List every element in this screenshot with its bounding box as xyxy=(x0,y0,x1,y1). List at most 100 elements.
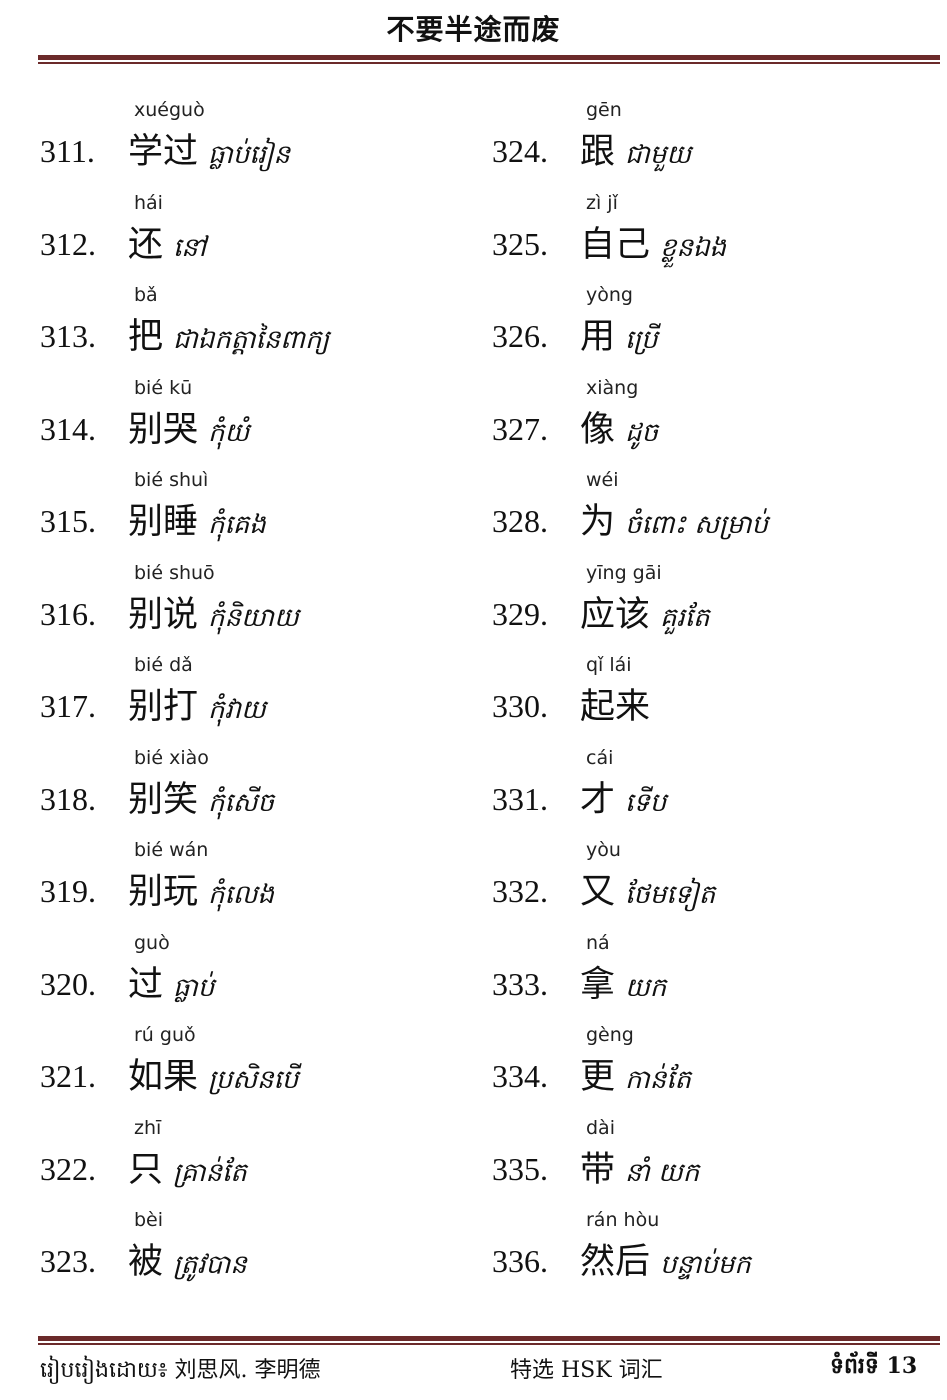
entry-chinese: 过 xyxy=(128,964,164,1005)
entry-word: 应该 គួរតែ xyxy=(580,586,710,639)
entry-number: 333. xyxy=(492,965,548,1002)
vocab-entry: 318. bié xiào 别笑 កុំសើច xyxy=(40,743,460,833)
entry-khmer: កុំលេង xyxy=(208,880,275,910)
vocab-entry: 330. qǐ lái 起来 xyxy=(492,650,912,740)
entry-pinyin: cái xyxy=(586,746,614,769)
entry-khmer: ធ្លាប់ xyxy=(173,972,215,1003)
entry-pinyin: rán hòu xyxy=(586,1209,660,1231)
entry-word: 起来 xyxy=(580,678,660,729)
entry-pinyin: bèi xyxy=(134,1209,164,1231)
entry-word: 被 ត្រូវបាន xyxy=(128,1233,247,1286)
entry-chinese: 还 xyxy=(128,224,164,265)
entry-khmer: កុំវាយ xyxy=(208,695,266,725)
entry-number: 329. xyxy=(492,595,548,632)
entry-pinyin: gēn xyxy=(586,99,622,121)
entry-word: 跟 ជាមួយ xyxy=(580,123,691,176)
entry-chinese: 像 xyxy=(580,409,616,450)
entry-pinyin: bié kū xyxy=(134,376,193,399)
entry-khmer: ចំពោះ សម្រាប់ xyxy=(625,510,768,540)
entry-word: 自己 ខ្លួនឯង xyxy=(580,216,726,269)
entry-pinyin: ná xyxy=(586,931,610,954)
vocab-entry: 325. zì jǐ 自己 ខ្លួនឯង xyxy=(492,188,912,278)
entry-number: 336. xyxy=(492,1243,548,1279)
entry-pinyin: yòu xyxy=(586,839,621,861)
entry-khmer: កុំនិយាយ xyxy=(208,602,299,633)
entry-number: 317. xyxy=(40,688,96,724)
entry-pinyin: qǐ lái xyxy=(586,654,632,676)
entry-chinese: 跟 xyxy=(580,132,616,172)
entry-chinese: 更 xyxy=(580,1057,616,1097)
entry-number: 312. xyxy=(40,225,96,262)
entry-pinyin: bié dǎ xyxy=(134,654,193,676)
entry-chinese: 为 xyxy=(580,502,616,542)
entry-chinese: 带 xyxy=(580,1149,616,1190)
entry-khmer: គួរតែ xyxy=(660,602,710,633)
entry-khmer: នៅ xyxy=(173,232,207,263)
entry-number: 311. xyxy=(40,133,95,169)
entry-number: 332. xyxy=(492,873,548,909)
vocab-entry: 324. gēn 跟 ជាមួយ xyxy=(492,95,912,185)
entry-number: 319. xyxy=(40,873,96,909)
entry-number: 313. xyxy=(40,318,96,354)
entry-chinese: 应该 xyxy=(580,594,651,635)
entry-word: 别笑 កុំសើច xyxy=(128,771,274,824)
entry-pinyin: dài xyxy=(586,1116,615,1139)
entry-pinyin: zhī xyxy=(134,1116,162,1139)
entry-number: 321. xyxy=(40,1058,96,1094)
entry-chinese: 别打 xyxy=(128,687,199,727)
footer-author: រៀបរៀងដោយ៖ 刘思风. 李明德 xyxy=(40,1358,321,1383)
vocab-entry: 328. wéi 为 ចំពោះ សម្រាប់ xyxy=(492,465,912,555)
entry-chinese: 别哭 xyxy=(128,409,199,450)
vocab-entry: 315. bié shuì 别睡 កុំគេង xyxy=(40,465,460,555)
entry-pinyin: yīng gāi xyxy=(586,561,662,584)
entry-pinyin: bié shuì xyxy=(134,469,209,491)
entry-chinese: 才 xyxy=(580,779,616,820)
vocab-entry: 336. rán hòu 然后 បន្ទាប់មក xyxy=(492,1205,912,1295)
vocab-entry: 320. guò 过 ធ្លាប់ xyxy=(40,928,460,1018)
entry-word: 别打 កុំវាយ xyxy=(128,678,266,731)
entry-khmer: គ្រាន់តែ xyxy=(173,1157,247,1188)
entry-khmer: ទើប xyxy=(625,787,667,818)
entry-chinese: 只 xyxy=(128,1149,164,1190)
vocab-entry: 312. hái 还 នៅ xyxy=(40,188,460,278)
vocab-entry: 319. bié wán 别玩 កុំលេង xyxy=(40,835,460,925)
entry-number: 322. xyxy=(40,1150,96,1187)
entry-word: 然后 បន្ទាប់មក xyxy=(580,1233,751,1286)
entry-pinyin: wéi xyxy=(586,469,619,491)
entry-khmer: ប្រើ xyxy=(625,325,658,355)
entry-pinyin: bié wán xyxy=(134,839,209,861)
entry-number: 331. xyxy=(492,780,548,817)
footer-page-number: ទំព័រទី 13 xyxy=(830,1353,918,1379)
entry-word: 带 នាំ យក xyxy=(580,1141,699,1194)
entry-word: 别睡 កុំគេង xyxy=(128,493,266,546)
entry-number: 335. xyxy=(492,1150,548,1187)
entry-word: 用 ប្រើ xyxy=(580,308,658,361)
vocab-entry: 329. yīng gāi 应该 គួរតែ xyxy=(492,558,912,648)
entry-word: 又 ថែមទៀត xyxy=(580,863,715,916)
footer-divider xyxy=(38,1336,940,1345)
entry-number: 323. xyxy=(40,1243,96,1279)
footer-book-title: 特选 HSK 词汇 xyxy=(510,1358,663,1383)
vocab-entry: 327. xiàng 像 ដូច xyxy=(492,373,912,463)
entry-khmer: កុំសើច xyxy=(208,787,275,818)
page-title: 不要半途而废 xyxy=(386,13,561,46)
entry-pinyin: gèng xyxy=(586,1024,634,1046)
entry-number: 325. xyxy=(492,225,548,262)
entry-khmer: នាំ យក xyxy=(625,1157,700,1188)
entry-pinyin: hái xyxy=(134,191,163,214)
entry-pinyin: bié shuō xyxy=(134,561,215,584)
entry-number: 328. xyxy=(492,503,548,539)
entry-number: 315. xyxy=(40,503,96,539)
entry-number: 318. xyxy=(40,780,96,817)
entry-chinese: 起来 xyxy=(580,687,651,727)
vocab-entry: 332. yòu 又 ថែមទៀត xyxy=(492,835,912,925)
vocab-entry: 321. rú guǒ 如果 ប្រសិនបើ xyxy=(40,1020,460,1110)
entry-number: 324. xyxy=(492,133,548,169)
entry-khmer: យក xyxy=(625,972,667,1003)
entry-word: 学过 ធ្លាប់រៀន xyxy=(128,123,290,176)
entry-khmer: ខ្លួនឯង xyxy=(660,232,727,263)
entry-khmer: ធ្លាប់រៀន xyxy=(208,140,291,170)
entry-khmer: បន្ទាប់មក xyxy=(660,1250,751,1280)
entry-khmer: ដូច xyxy=(625,417,659,448)
vocab-entry: 314. bié kū 别哭 កុំយំ xyxy=(40,373,460,463)
